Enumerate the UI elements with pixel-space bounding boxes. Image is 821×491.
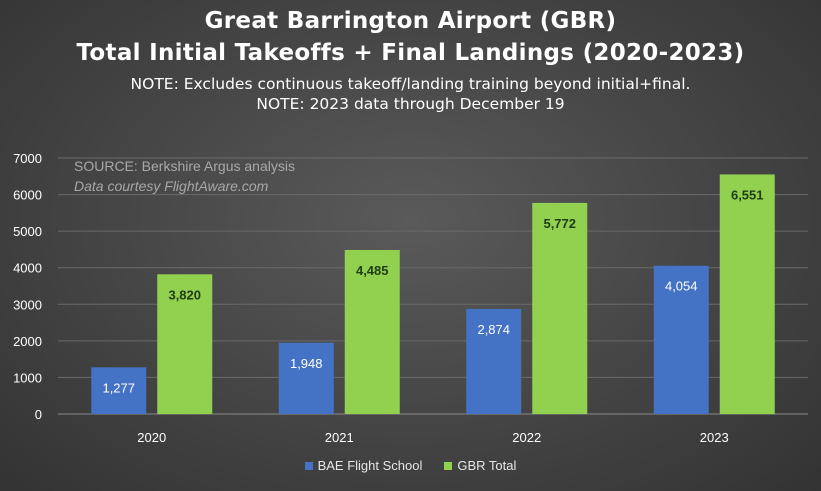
chart-title: Great Barrington Airport (GBR) (204, 8, 617, 34)
bar-gbr (344, 249, 400, 414)
legend-swatch-bae (304, 461, 313, 470)
y-tick-label: 0 (35, 407, 42, 422)
data-label: 1,277 (102, 380, 135, 395)
note-training: NOTE: Excludes continuous takeoff/landin… (130, 75, 691, 93)
bar-gbr (719, 174, 775, 414)
y-tick-label: 3000 (13, 297, 42, 312)
bar-gbr (532, 202, 588, 414)
y-tick-label: 1000 (13, 370, 42, 385)
x-tick-label: 2023 (700, 430, 729, 445)
x-tick-label: 2021 (325, 430, 354, 445)
data-label: 3,820 (168, 287, 201, 302)
y-tick-label: 6000 (13, 188, 42, 203)
legend-swatch-gbr (444, 461, 453, 470)
data-label: 5,772 (543, 216, 576, 231)
y-tick-label: 4000 (13, 261, 42, 276)
data-label: 1,948 (290, 356, 323, 371)
x-tick-label: 2020 (137, 430, 166, 445)
bar-bae (91, 367, 147, 414)
data-label: 4,054 (665, 279, 698, 294)
legend: BAE Flight School GBR Total (0, 458, 821, 473)
chart-subtitle: Total Initial Takeoffs + Final Landings … (76, 40, 745, 66)
x-tick-label: 2022 (512, 430, 541, 445)
bar-bae (466, 308, 522, 414)
legend-label-gbr: GBR Total (457, 458, 517, 473)
data-label: 6,551 (731, 187, 764, 202)
bar-bae (278, 342, 334, 414)
data-label: 4,485 (356, 263, 389, 278)
source-text: SOURCE: Berkshire Argus analysis (74, 158, 295, 174)
credit-text: Data courtesy FlightAware.com (74, 178, 269, 194)
legend-label-bae: BAE Flight School (317, 458, 423, 473)
note-2023: NOTE: 2023 data through December 19 (256, 95, 565, 113)
data-label: 2,874 (477, 322, 510, 337)
y-tick-label: 5000 (13, 224, 42, 239)
legend-item-bae: BAE Flight School (304, 458, 423, 473)
bar-gbr (157, 274, 213, 414)
bar-bae (653, 265, 709, 414)
y-tick-label: 7000 (13, 151, 42, 166)
y-tick-label: 2000 (13, 334, 42, 349)
legend-item-gbr: GBR Total (444, 458, 516, 473)
